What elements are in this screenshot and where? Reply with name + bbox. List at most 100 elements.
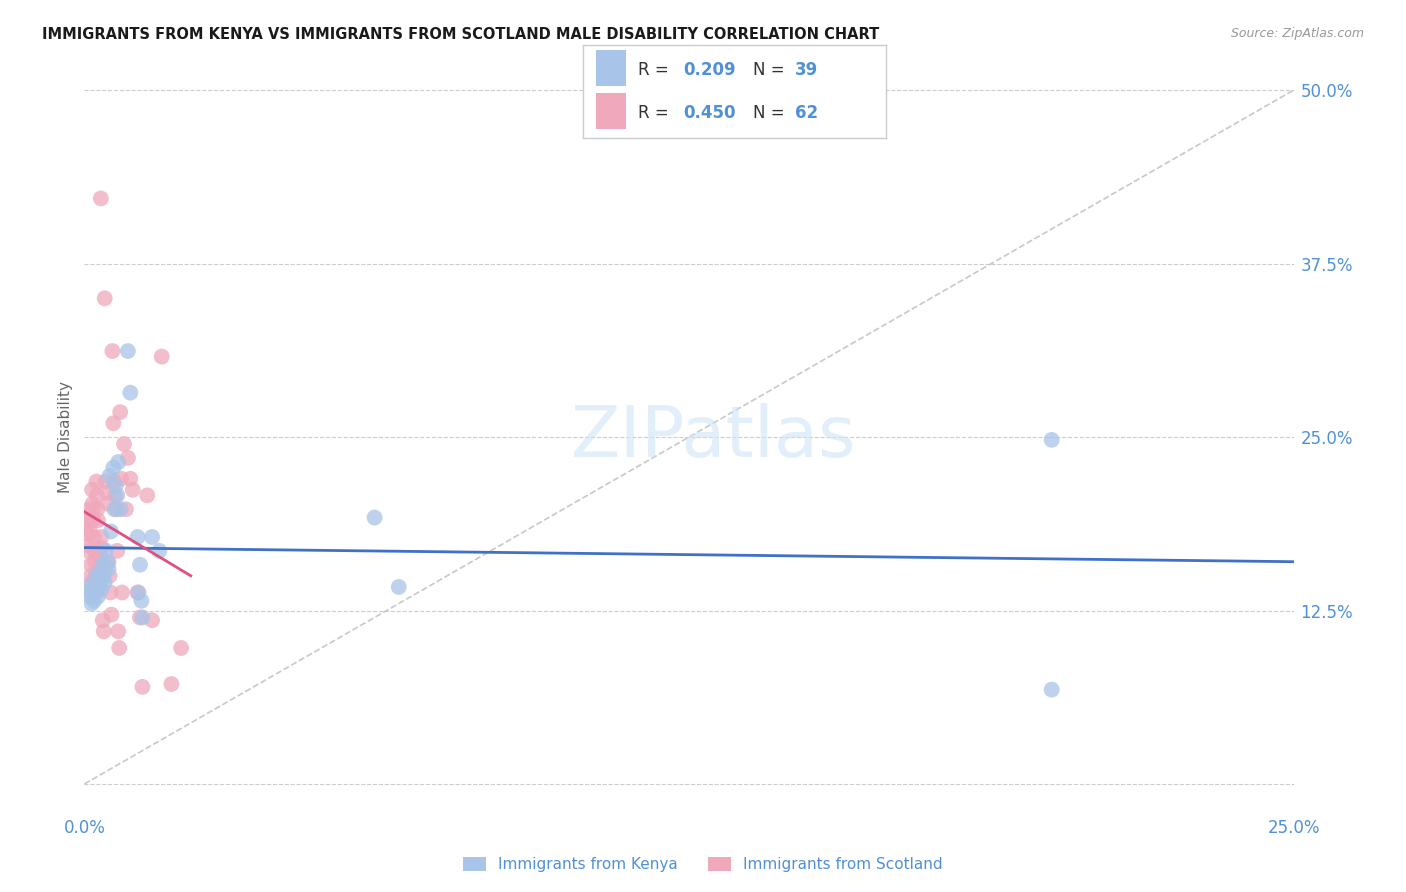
Point [363,510,385,524]
Point [76,527,98,541]
Point [90,530,112,544]
Point [129,610,152,624]
Point [120,385,142,400]
Point [77,585,100,599]
Point [388,580,411,594]
Point [107,624,129,639]
Point [79,513,101,527]
Point [100,524,122,539]
Point [93,569,115,583]
Point [83,513,105,527]
Point [80,597,103,611]
Point [141,530,163,544]
Point [150,350,173,364]
Point [103,502,125,516]
Point [107,455,129,469]
Point [129,558,152,572]
Point [91,558,114,572]
Point [90,582,112,597]
Point [100,585,122,599]
Point [136,488,159,502]
Point [89,575,111,590]
Point [104,478,127,492]
Point [105,544,128,558]
Point [148,544,170,558]
Point [97,562,120,576]
Point [83,530,105,544]
Point [79,590,101,604]
Point [127,585,149,599]
Point [83,594,105,608]
Point [82,582,104,597]
Point [108,640,131,655]
Bar [596,94,626,129]
Point [1040,433,1063,447]
Point [89,558,111,572]
Text: N =: N = [752,104,790,122]
Text: R =: R = [638,61,673,78]
Point [82,483,104,497]
Point [87,590,110,604]
Point [86,488,108,502]
Point [90,191,112,205]
Point [87,513,110,527]
Point [121,483,143,497]
Point [79,558,101,572]
Point [84,572,107,586]
Point [103,475,125,489]
Point [97,555,120,569]
Point [77,502,100,516]
Point [94,475,117,489]
Point [84,569,107,583]
Point [170,640,193,655]
Point [97,497,120,511]
Point [76,538,98,552]
Point [86,502,108,516]
Point [97,555,120,569]
Text: N =: N = [752,61,790,78]
Point [76,516,98,530]
Point [93,575,115,590]
Point [141,613,163,627]
Point [103,460,125,475]
Point [83,544,105,558]
Point [86,475,108,489]
Text: 0.209: 0.209 [683,61,735,78]
Point [101,344,124,359]
Point [131,610,153,624]
Point [104,488,127,502]
Point [110,472,132,486]
Point [90,541,112,555]
Y-axis label: Male Disability: Male Disability [58,381,73,493]
Point [87,566,110,580]
Point [87,544,110,558]
Point [105,502,128,516]
Legend: Immigrants from Kenya, Immigrants from Scotland: Immigrants from Kenya, Immigrants from S… [456,849,950,880]
Point [79,524,101,539]
Point [84,555,107,569]
Point [77,580,100,594]
Point [86,580,108,594]
Point [98,569,121,583]
Point [108,405,131,419]
Point [117,344,139,359]
Point [160,677,183,691]
Point [82,502,104,516]
Text: 62: 62 [796,104,818,122]
Point [120,472,142,486]
Text: IMMIGRANTS FROM KENYA VS IMMIGRANTS FROM SCOTLAND MALE DISABILITY CORRELATION CH: IMMIGRANTS FROM KENYA VS IMMIGRANTS FROM… [42,27,879,42]
Point [112,437,135,451]
Point [84,585,107,599]
Text: 39: 39 [796,61,818,78]
Point [80,575,103,590]
Point [103,416,125,430]
Point [117,450,139,465]
Point [93,291,115,305]
Point [131,680,153,694]
Point [82,497,104,511]
Point [127,530,149,544]
Bar [596,50,626,86]
Point [98,469,121,483]
Point [1040,682,1063,697]
Point [77,544,100,558]
